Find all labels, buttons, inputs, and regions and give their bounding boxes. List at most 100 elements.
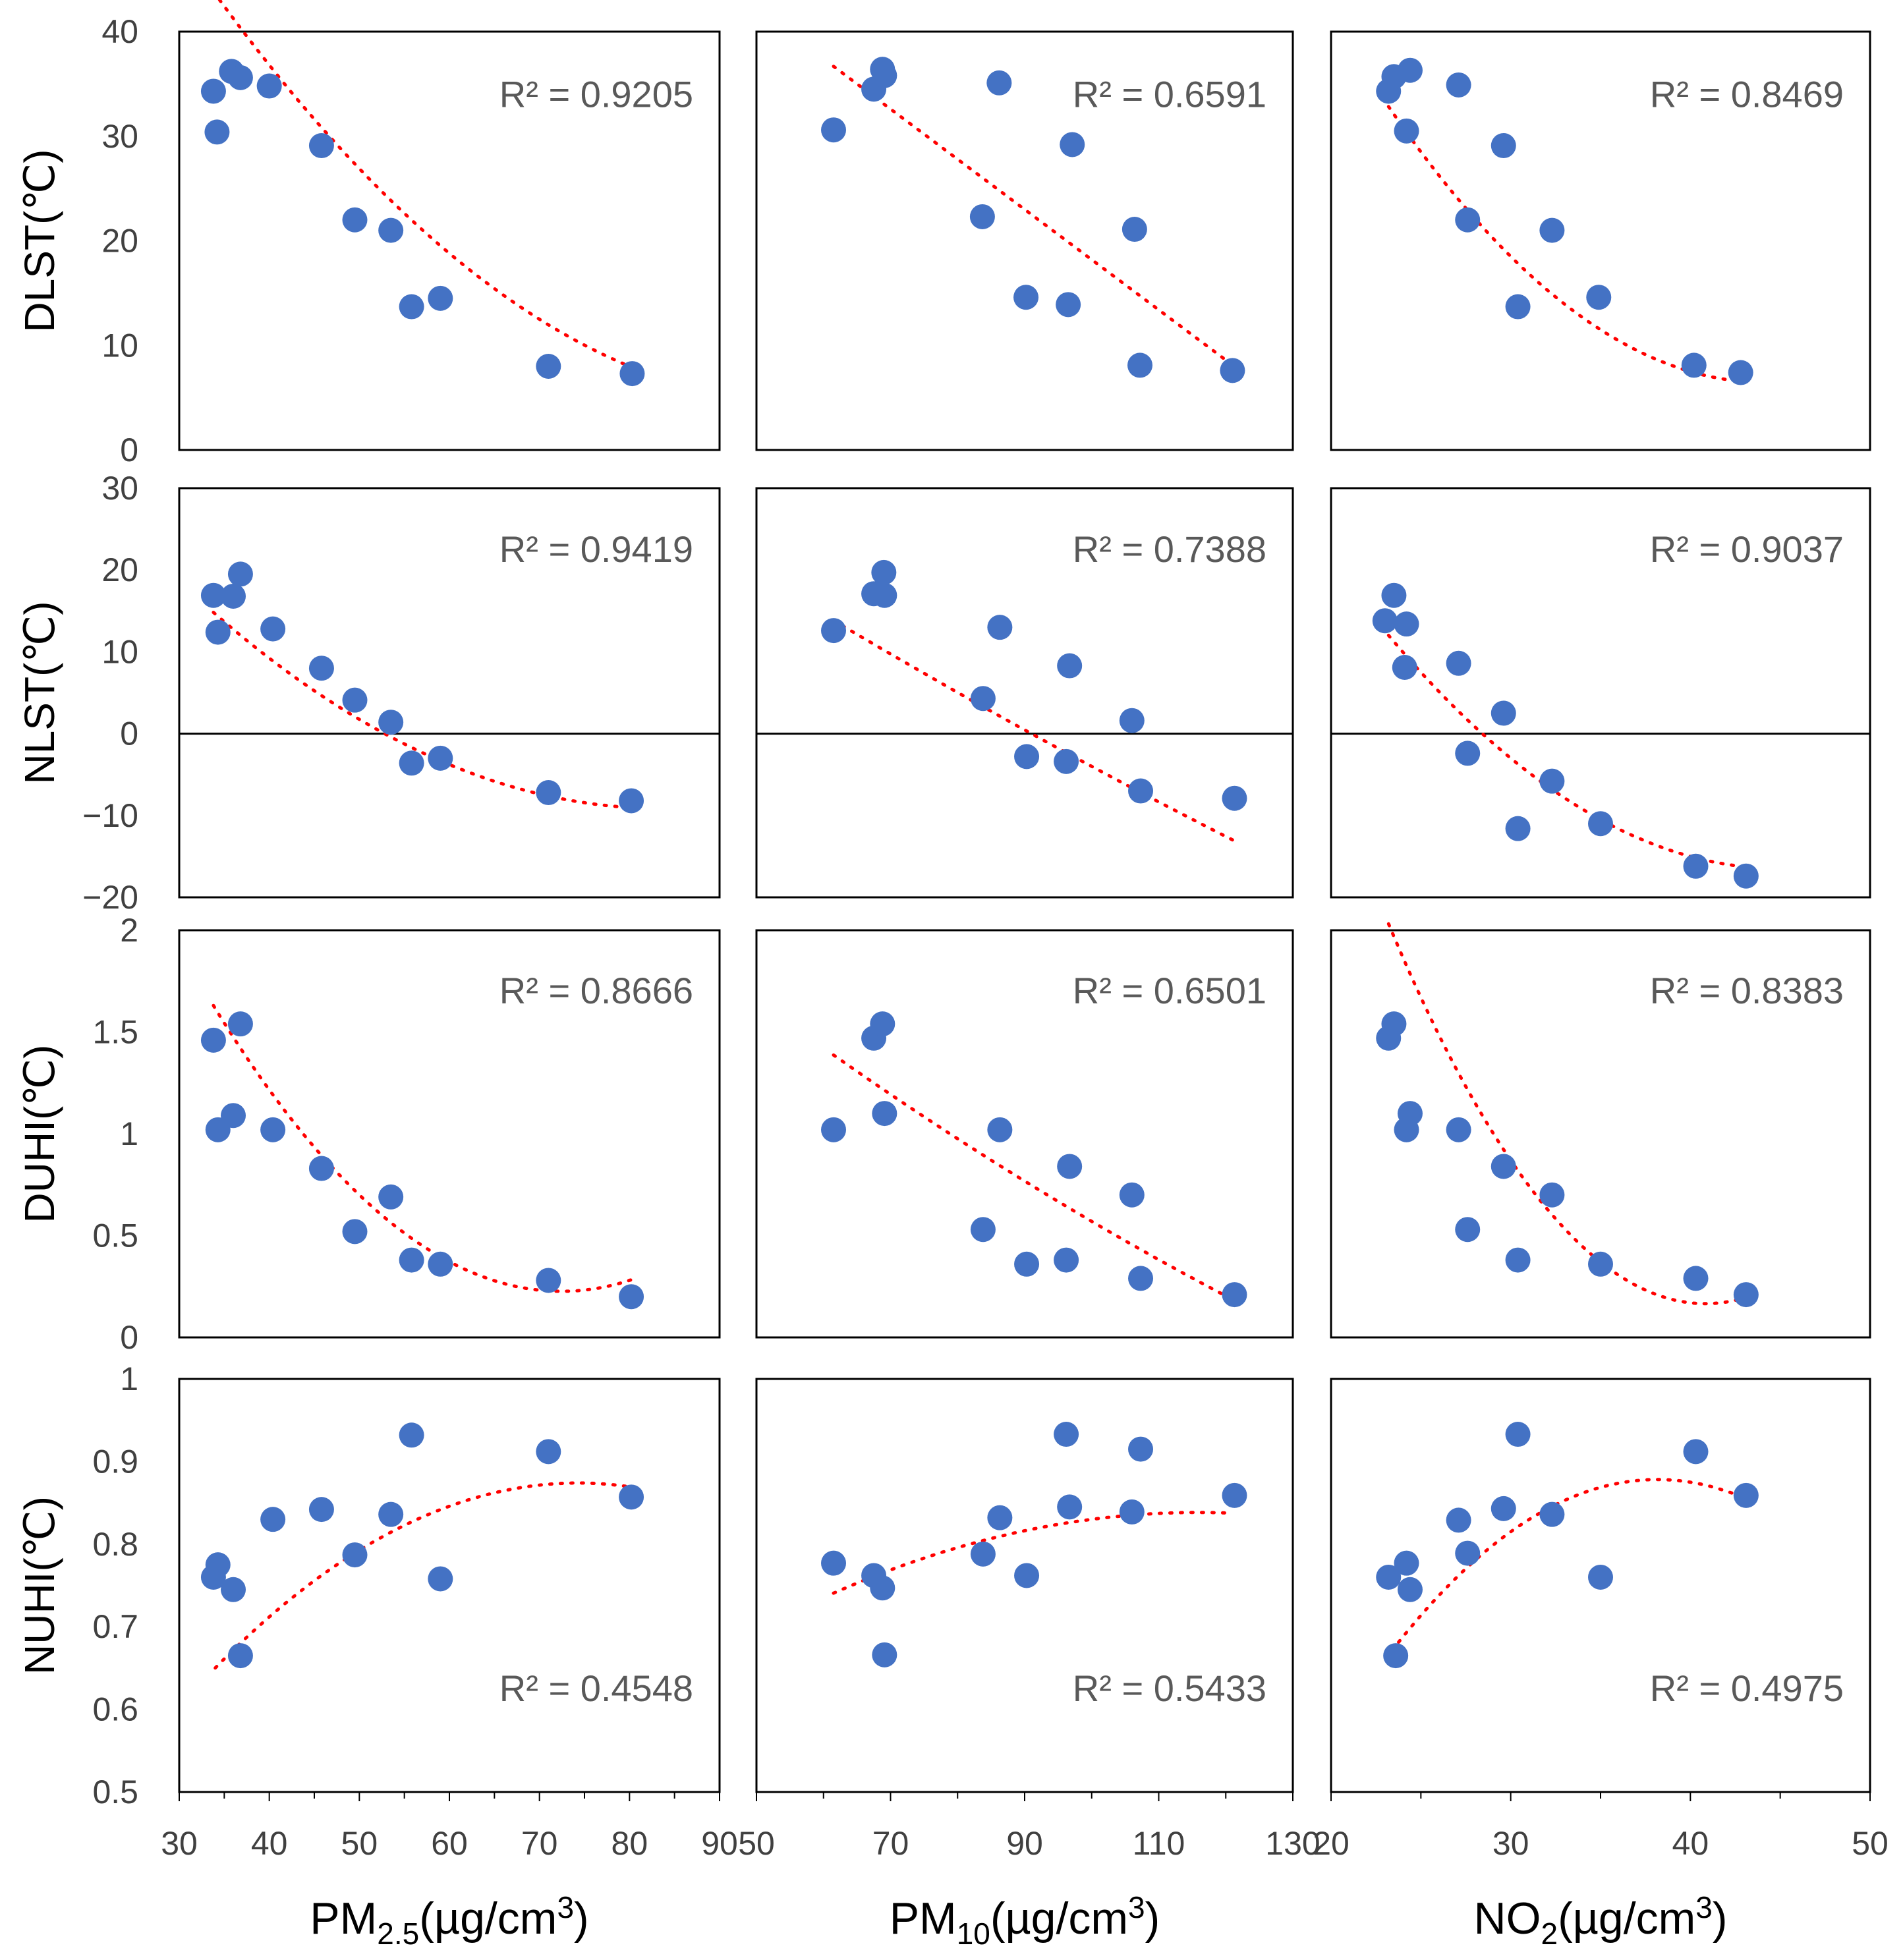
y-tick-label: 0.8	[92, 1526, 138, 1563]
data-point	[227, 1011, 253, 1037]
data-point	[536, 354, 561, 379]
x-axis-label: NO2(µg/cm3)	[1473, 1890, 1727, 1951]
data-point	[221, 583, 246, 609]
data-point	[1491, 1496, 1516, 1521]
data-point	[872, 1642, 897, 1667]
data-point	[1014, 1251, 1040, 1277]
data-point	[200, 582, 226, 608]
x-axis-label-part: PM	[310, 1893, 377, 1944]
data-point	[1057, 653, 1083, 679]
r-squared-label: R² = 0.9037	[1650, 528, 1844, 570]
data-point	[1392, 654, 1417, 680]
data-point	[1057, 1154, 1083, 1179]
x-axis-label-part: 3	[1128, 1890, 1145, 1924]
data-point	[986, 70, 1012, 96]
x-axis-label-part: PM	[890, 1893, 957, 1944]
data-point	[378, 1501, 404, 1527]
data-point	[308, 1497, 334, 1523]
y-tick-label: 0.5	[92, 1218, 138, 1254]
data-point	[200, 78, 226, 104]
data-point	[260, 616, 286, 642]
trendline	[217, 0, 634, 370]
r-squared-label: R² = 0.9205	[499, 73, 693, 115]
data-point	[428, 745, 453, 771]
data-point	[1394, 1550, 1419, 1576]
x-axis-label-part: )	[1713, 1893, 1728, 1944]
data-point	[987, 1117, 1013, 1142]
data-point	[1455, 207, 1481, 233]
data-point	[378, 217, 404, 243]
data-point	[1397, 57, 1423, 83]
x-axis-label: PM10(µg/cm3)	[890, 1890, 1160, 1951]
data-point	[1119, 1499, 1145, 1525]
x-axis-label-part: 2	[1541, 1917, 1558, 1951]
data-point	[1586, 285, 1612, 310]
y-tick-label: 1	[120, 1115, 138, 1152]
data-point	[1394, 118, 1419, 144]
x-tick-label: 40	[1672, 1825, 1709, 1862]
data-point	[619, 1284, 644, 1310]
x-tick-label: 50	[341, 1825, 378, 1862]
data-point	[1455, 1217, 1481, 1243]
x-axis-label-part: (µg/cm	[1558, 1893, 1695, 1944]
data-point	[872, 1101, 897, 1127]
data-point	[428, 285, 453, 311]
y-tick-label: 1.5	[92, 1014, 138, 1051]
data-point	[1222, 1282, 1247, 1308]
panel-frame	[1330, 30, 1871, 451]
data-point	[1054, 1247, 1079, 1273]
trendline	[832, 65, 1234, 367]
data-point	[1446, 650, 1471, 676]
y-tick-label: 2	[120, 912, 138, 949]
y-axis-label: NLST(℃)	[16, 601, 63, 784]
y-tick-label: 1	[120, 1360, 138, 1397]
y-tick-label: 40	[101, 13, 138, 50]
x-axis-label-part: 10	[957, 1917, 990, 1951]
y-tick-label: −20	[82, 879, 138, 916]
y-tick-label: 0	[120, 432, 138, 468]
data-point	[871, 559, 897, 585]
data-point	[1383, 1643, 1409, 1669]
data-point	[1381, 1011, 1407, 1037]
data-point	[1455, 741, 1481, 766]
data-point	[1119, 1182, 1145, 1208]
x-tick-label: 60	[431, 1825, 468, 1862]
data-point	[1446, 72, 1471, 98]
x-tick-label: 30	[161, 1825, 198, 1862]
data-point	[1455, 1540, 1481, 1566]
data-point	[1054, 748, 1079, 774]
x-axis-label: PM2.5(µg/cm3)	[310, 1890, 588, 1951]
x-axis-label-part: (µg/cm	[419, 1893, 557, 1944]
trendline	[213, 1481, 634, 1670]
data-point	[1014, 1563, 1040, 1588]
data-point	[1394, 611, 1419, 637]
trendline	[832, 1511, 1228, 1595]
y-tick-label: 0.6	[92, 1691, 138, 1728]
x-tick-label: 20	[1313, 1825, 1349, 1862]
x-axis-label-part: (µg/cm	[990, 1893, 1128, 1944]
data-point	[1733, 1482, 1759, 1508]
x-tick-label: 90	[1006, 1825, 1043, 1862]
data-point	[342, 1542, 368, 1568]
data-point	[342, 687, 368, 713]
y-tick-label: 0.5	[92, 1774, 138, 1810]
data-point	[970, 1217, 996, 1243]
data-point	[821, 1117, 847, 1142]
data-point	[1539, 1501, 1565, 1527]
data-point	[872, 63, 897, 88]
data-point	[1539, 217, 1565, 243]
x-axis-label-part: 2.5	[377, 1917, 419, 1951]
trendline	[1390, 1478, 1743, 1652]
data-point	[221, 1577, 246, 1602]
data-point	[256, 73, 282, 99]
data-point	[1539, 1182, 1565, 1208]
data-point	[205, 619, 231, 645]
x-tick-label: 50	[1852, 1825, 1889, 1862]
y-tick-label: 10	[101, 633, 138, 670]
data-point	[619, 361, 645, 387]
data-point	[821, 117, 847, 143]
data-point	[1013, 285, 1039, 310]
data-point	[969, 204, 995, 229]
data-point	[821, 618, 847, 644]
y-axis-label: NUHI(℃)	[16, 1496, 63, 1675]
